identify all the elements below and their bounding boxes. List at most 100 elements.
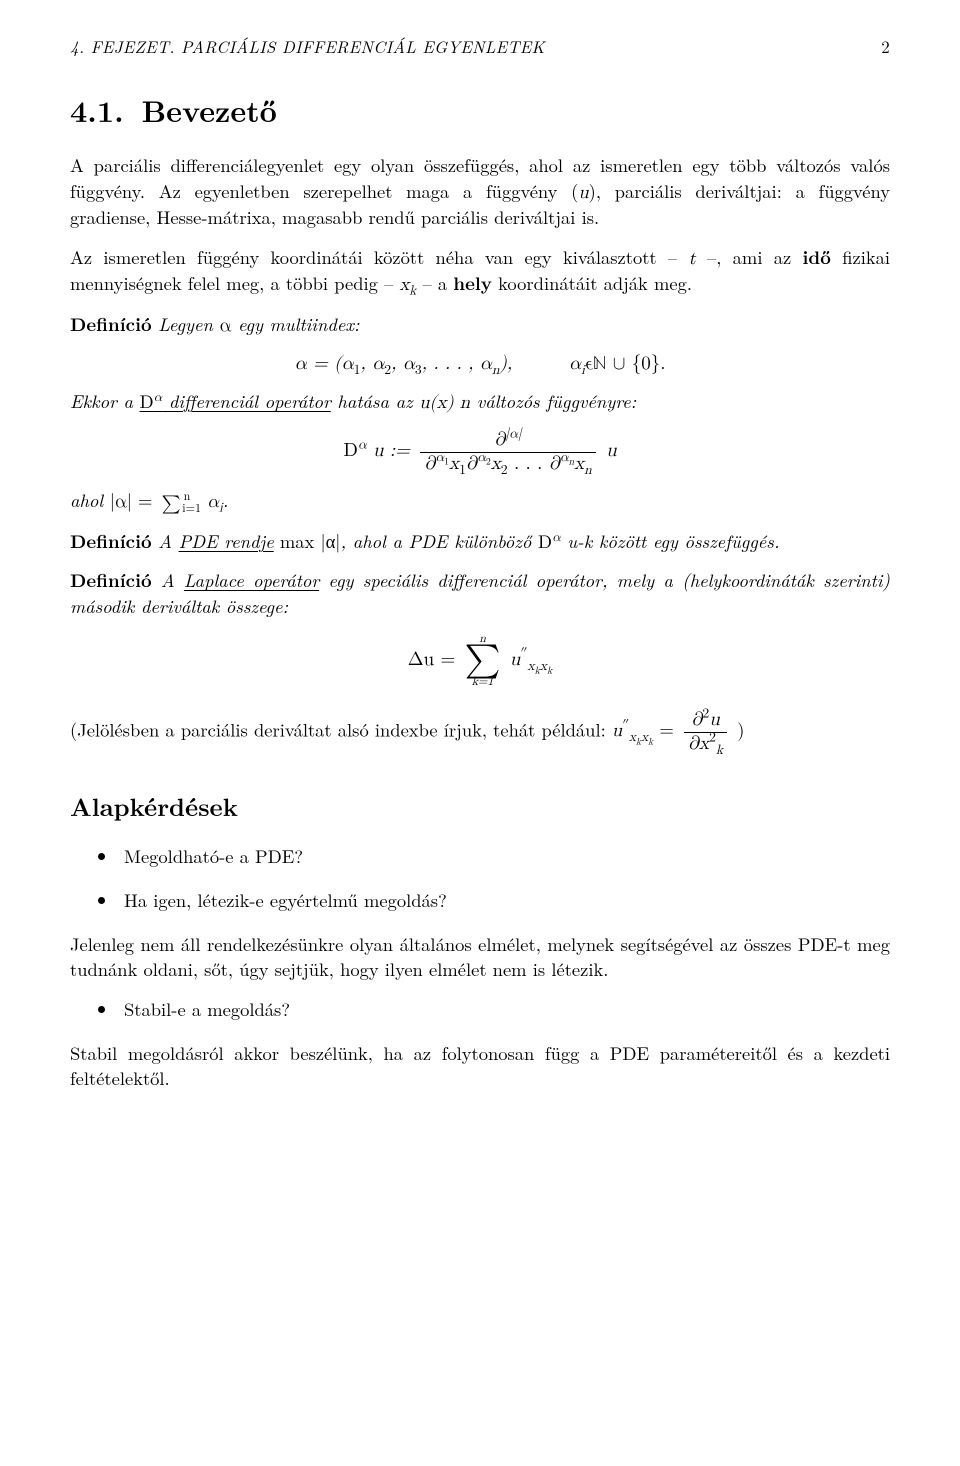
eq-den-sub: n	[584, 462, 592, 476]
eq-sub: x	[540, 659, 547, 673]
math-primes: ″	[622, 718, 629, 732]
text: változós függvényre:	[470, 388, 636, 414]
eq-den-x: x	[491, 454, 501, 473]
text: A	[152, 567, 184, 593]
eq-den-sup: α	[560, 450, 569, 464]
definition-laplace: Definíció A Laplace operátor egy speciál…	[70, 568, 890, 619]
math-alpha: α	[201, 492, 219, 511]
eq-num: ∂	[494, 430, 505, 449]
eq-subsub: k	[547, 665, 552, 675]
eq-text: u :=	[367, 441, 417, 460]
paragraph-no-general-theory: Jelenleg nem áll rendelkezésünkre olyan …	[70, 932, 890, 983]
paragraph-stability: Stabil megoldásról akkor beszélünk, ha a…	[70, 1041, 890, 1092]
eq-den-sub: 2	[501, 462, 508, 476]
text: (Jelölésben a parciális deriváltat alsó …	[70, 716, 612, 742]
bullet-list-2: Stabil-e a megoldás?	[70, 997, 890, 1023]
paragraph-intro: A parciális differenciálegyenlet egy oly…	[70, 153, 890, 231]
text: ahol	[70, 487, 110, 513]
eq-den-sub: 1	[459, 462, 466, 476]
eq-u: u	[510, 650, 521, 669]
definition-label: Definíció	[70, 528, 152, 554]
section-number: 4.1.	[70, 88, 124, 131]
eq-u: u	[606, 441, 617, 460]
eq-sup: α	[358, 438, 367, 452]
math-ux: u(x) n	[419, 393, 470, 412]
frac-den-exp: 2	[709, 731, 716, 745]
equation-multiindex: α = (α1, α2, α3, . . . , αn), αiϵℕ ∪ {0}…	[70, 352, 890, 375]
where-clause: ahol |α| = ∑ni=1 αi.	[70, 488, 890, 515]
text: Az ismeretlen függény koordinátái között…	[70, 244, 688, 270]
frac-den-sub: k	[716, 743, 723, 757]
eq-den-x: x	[449, 454, 459, 473]
equation-laplace: Δu = n ∑ k=1 u″xkxk	[70, 633, 890, 688]
bullet-list-1: Megoldható-e a PDE? Ha igen, létezik-e e…	[70, 844, 890, 914]
text: –, ami az	[696, 244, 803, 270]
eq-num-sup: |α|	[505, 426, 521, 440]
eq-sub: x	[527, 659, 534, 673]
math-D: D	[140, 388, 154, 414]
sum-bottom: k=1	[465, 676, 501, 688]
text: egy multiindex:	[231, 311, 359, 337]
eq-den: ∂	[424, 454, 435, 473]
section-heading: 4.1. Bevezető	[70, 88, 890, 131]
text: Legyen	[152, 311, 220, 337]
eq-den: ∂	[466, 454, 477, 473]
header-left: 4. FEJEZET. PARCIÁLIS DIFFERENCIÁL EGYEN…	[70, 34, 545, 58]
math-alpha: α	[220, 316, 232, 335]
eq-den-x: x	[574, 454, 584, 473]
math-text: |α| =	[110, 492, 159, 511]
definition-label: Definíció	[70, 311, 152, 337]
text: , ahol a PDE különböző	[340, 528, 537, 554]
section-title: Bevezető	[142, 88, 277, 131]
eq-text: ),	[500, 354, 513, 373]
bold-hely: hely	[453, 270, 492, 296]
eq-den-sup: α	[477, 450, 486, 464]
text: hatása az	[331, 388, 419, 414]
eq-den-sup: α	[435, 450, 444, 464]
eq-text: ℕ ∪ {0}.	[593, 354, 666, 373]
math-x: x	[400, 275, 410, 294]
page: 4. FEJEZET. PARCIÁLIS DIFFERENCIÁL EGYEN…	[0, 0, 960, 1466]
math-D-sup: α	[154, 390, 163, 404]
definition-pde-order: Definíció A PDE rendje max |α|, ahol a P…	[70, 529, 890, 555]
sum-bottom: i=1	[182, 503, 201, 515]
eq-text: , α	[391, 354, 415, 373]
equation-diff-operator: Dα u := ∂|α| ∂α1x1∂α2x2 . . . ∂αnxn u	[70, 430, 890, 475]
eq-text: , α	[361, 354, 385, 373]
list-item: Megoldható-e a PDE?	[118, 844, 890, 870]
eq-den: ∂	[549, 454, 560, 473]
text: u-k között egy összefüggés.	[561, 528, 780, 554]
definition-label: Definíció	[70, 567, 152, 593]
text: koordinátáit adják meg.	[492, 270, 692, 296]
math-D: D	[538, 528, 552, 554]
eq-text: ϵ	[585, 354, 593, 373]
text: .	[223, 487, 229, 513]
text-underline: Laplace operátor	[184, 567, 319, 593]
eq-text: , . . . , α	[422, 354, 492, 373]
paragraph-notation: (Jelölésben a parciális deriváltat alsó …	[70, 710, 890, 755]
math-u: u	[578, 183, 588, 202]
frac-den: ∂x	[688, 734, 709, 753]
eq-dots: . . .	[508, 454, 549, 473]
eq-text: α = (α	[295, 354, 354, 373]
bold-ido: idő	[803, 244, 831, 270]
text-underline: differenciál operátor	[162, 388, 331, 414]
text: A	[152, 528, 179, 554]
text-underline: PDE rendje	[179, 528, 274, 554]
math-eq: =	[653, 721, 680, 740]
math-sup: α	[552, 530, 561, 544]
frac-num-u: u	[709, 710, 720, 729]
subheading-alapkerdesek: Alapkérdések	[70, 789, 890, 824]
paragraph-time-space: Az ismeretlen függény koordinátái között…	[70, 245, 890, 298]
definition-diff-operator: Ekkor a Dα differenciál operátor hatása …	[70, 389, 890, 416]
math-sub: x	[629, 730, 636, 744]
eq-text: Δu =	[408, 650, 462, 669]
frac-num: ∂	[691, 710, 702, 729]
math-text: max |α|	[274, 528, 341, 554]
eq-text: α	[569, 354, 581, 373]
math-u: u	[612, 721, 622, 740]
text: )	[731, 716, 744, 742]
definition-multiindex: Definíció Legyen α egy multiindex:	[70, 312, 890, 339]
eq-text: D	[343, 441, 358, 460]
math-t: t	[688, 249, 695, 268]
